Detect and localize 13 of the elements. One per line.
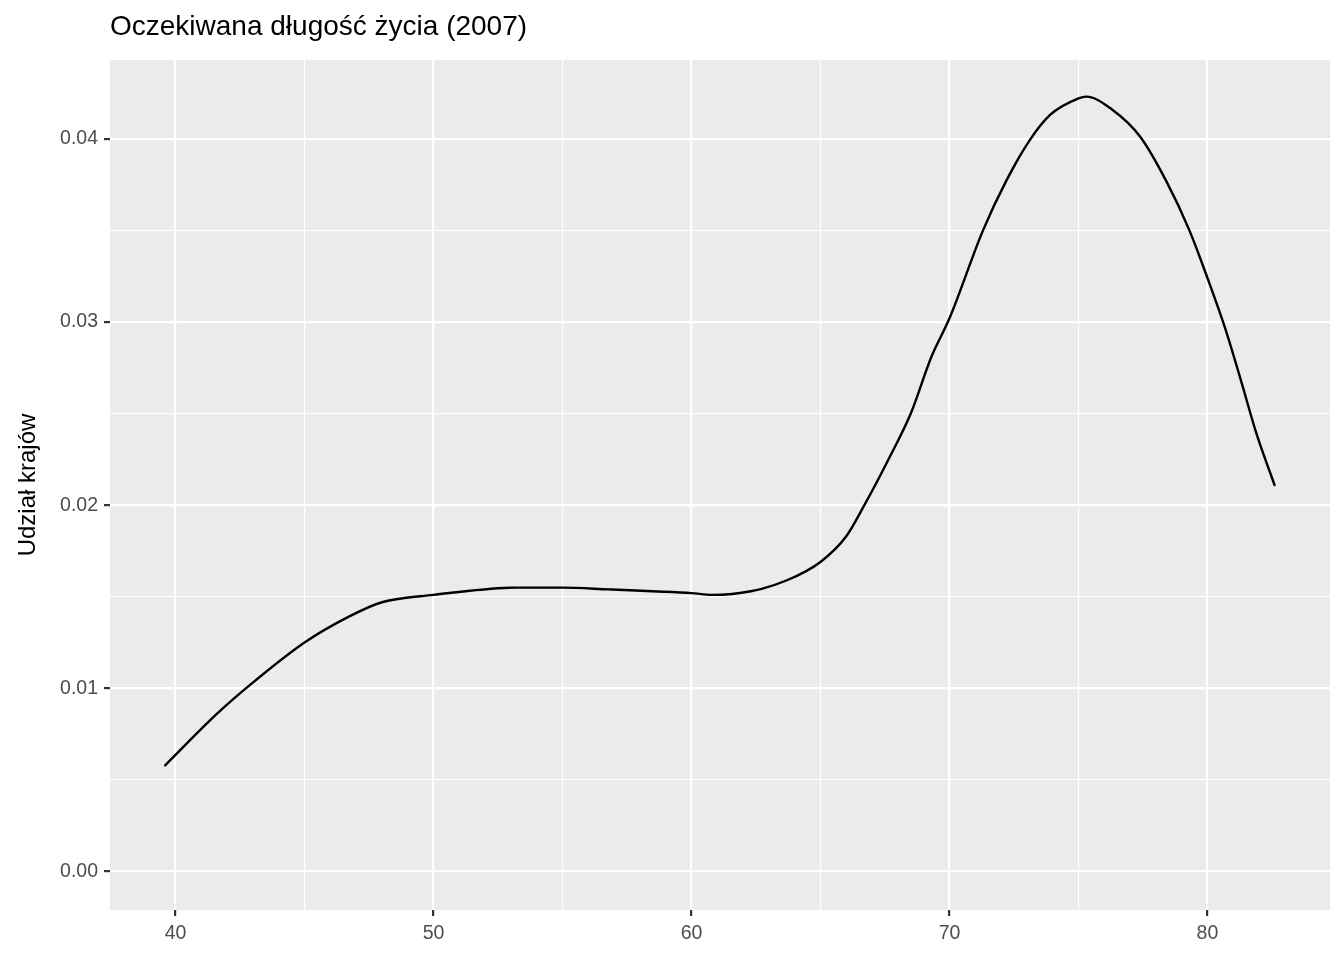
line-series	[164, 95, 1276, 767]
x-tick-label: 80	[1196, 921, 1219, 944]
y-tick-label: 0.03	[60, 309, 98, 332]
y-tick-label: 0.02	[60, 492, 98, 515]
x-tick-label: 70	[938, 921, 961, 944]
x-tick-label: 40	[164, 921, 187, 944]
x-tick-label: 50	[422, 921, 445, 944]
y-tick-label: 0.00	[60, 858, 99, 881]
y-tick-label: 0.04	[60, 126, 99, 149]
chart-title: Oczekiwana długość życia (2007)	[110, 9, 528, 41]
y-tick-label: 0.01	[60, 675, 98, 698]
x-tick-label: 60	[680, 921, 703, 944]
y-axis-title: Udział krajów	[13, 412, 41, 557]
